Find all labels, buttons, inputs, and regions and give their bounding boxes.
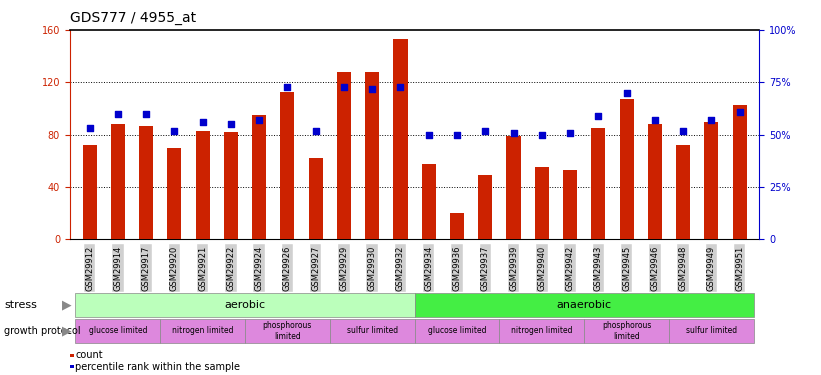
Point [507, 130, 520, 136]
Point [451, 132, 464, 138]
Point [83, 125, 96, 131]
Point [535, 132, 548, 138]
Point [365, 86, 378, 92]
Text: sulfur limited: sulfur limited [686, 326, 737, 335]
Text: count: count [75, 351, 103, 360]
Point [394, 84, 407, 90]
Bar [591, 128, 605, 239]
Bar [563, 170, 577, 239]
Text: percentile rank within the sample: percentile rank within the sample [75, 362, 240, 372]
Bar [620, 99, 634, 239]
Bar [82, 145, 97, 239]
Bar [393, 39, 407, 239]
Bar [365, 72, 379, 239]
Point [649, 117, 662, 123]
Point [479, 128, 492, 134]
Text: nitrogen limited: nitrogen limited [172, 326, 233, 335]
Text: GDS777 / 4955_at: GDS777 / 4955_at [70, 11, 196, 25]
Text: aerobic: aerobic [224, 300, 265, 310]
Point [704, 117, 718, 123]
Bar [450, 213, 464, 239]
Bar [676, 145, 690, 239]
Bar [309, 158, 323, 239]
Bar [280, 92, 295, 239]
Point [310, 128, 323, 134]
Point [253, 117, 266, 123]
Text: ▶: ▶ [62, 298, 71, 311]
Bar [704, 122, 718, 239]
Text: anaerobic: anaerobic [557, 300, 612, 310]
Text: stress: stress [4, 300, 37, 310]
Text: glucose limited: glucose limited [89, 326, 147, 335]
Bar [507, 136, 521, 239]
Bar [337, 72, 351, 239]
Text: ▶: ▶ [62, 324, 71, 338]
Bar [252, 115, 266, 239]
Bar [478, 175, 493, 239]
Bar [648, 124, 662, 239]
Bar [224, 132, 238, 239]
Bar [732, 105, 747, 239]
Bar [111, 124, 125, 239]
Text: phosphorous
limited: phosphorous limited [263, 321, 312, 340]
Point [196, 119, 209, 125]
Bar [195, 131, 209, 239]
Text: nitrogen limited: nitrogen limited [511, 326, 572, 335]
Point [112, 111, 125, 117]
Bar [534, 167, 549, 239]
Point [140, 111, 153, 117]
Bar [139, 126, 154, 239]
Text: growth protocol: growth protocol [4, 326, 80, 336]
Point [733, 109, 746, 115]
Bar [167, 148, 181, 239]
Point [563, 130, 576, 136]
Bar [422, 164, 436, 239]
Point [677, 128, 690, 134]
Point [224, 121, 237, 127]
Text: phosphorous
limited: phosphorous limited [602, 321, 651, 340]
Point [592, 113, 605, 119]
Point [281, 84, 294, 90]
Text: glucose limited: glucose limited [428, 326, 486, 335]
Point [422, 132, 435, 138]
Point [620, 90, 633, 96]
Point [167, 128, 181, 134]
Text: sulfur limited: sulfur limited [346, 326, 397, 335]
Point [337, 84, 351, 90]
